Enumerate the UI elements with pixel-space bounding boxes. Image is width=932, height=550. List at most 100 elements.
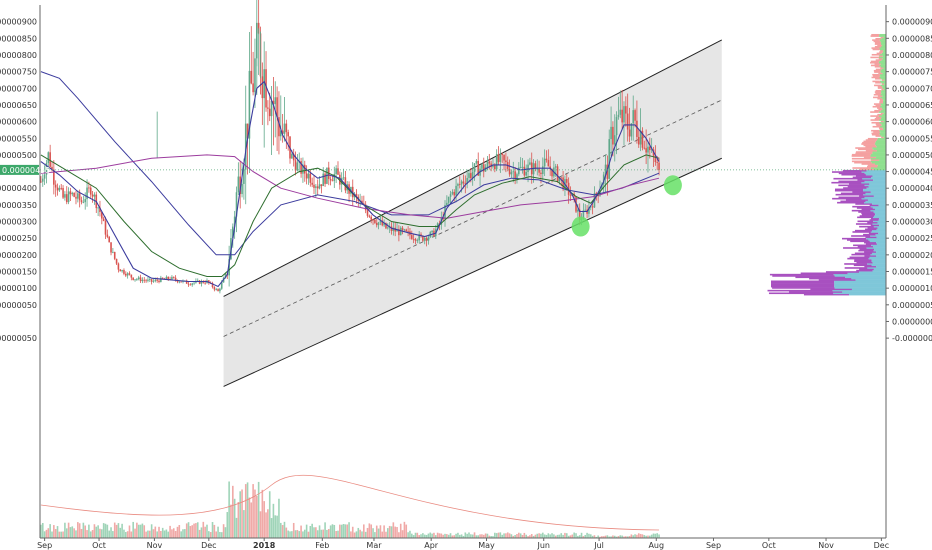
volume-profile-bar bbox=[879, 100, 884, 103]
volume-bar bbox=[200, 527, 203, 538]
volume-profile-bar bbox=[876, 243, 886, 245]
volume-profile-bar bbox=[873, 249, 886, 252]
candle-body bbox=[148, 279, 151, 280]
volume-bar bbox=[379, 525, 382, 538]
candle-body bbox=[283, 123, 286, 134]
volume-profile-bar bbox=[866, 187, 886, 189]
volume-bar bbox=[396, 527, 398, 538]
candle-body bbox=[267, 107, 269, 109]
candle-body bbox=[54, 184, 57, 188]
candle-body bbox=[211, 283, 214, 288]
candle-body bbox=[494, 165, 496, 170]
volume-profile-bar bbox=[871, 260, 886, 263]
candle-body bbox=[112, 251, 114, 253]
volume-profile-bar bbox=[855, 151, 873, 153]
volume-profile-bar bbox=[876, 124, 882, 127]
moving-average-line[interactable] bbox=[40, 154, 660, 219]
channel-lower-line[interactable] bbox=[223, 157, 722, 387]
volume-profile-bar bbox=[858, 211, 874, 213]
volume-profile-bar bbox=[874, 41, 882, 44]
volume-bar bbox=[185, 523, 188, 538]
candle-body bbox=[551, 168, 553, 177]
volume-profile-bar bbox=[882, 44, 886, 47]
volume-profile-bar bbox=[871, 47, 880, 49]
volume-bar bbox=[285, 527, 288, 538]
volume-profile-bar bbox=[870, 235, 886, 237]
volume-profile-bar bbox=[854, 260, 872, 263]
volume-profile-bar bbox=[872, 147, 886, 149]
volume-bar bbox=[320, 529, 323, 538]
volume-profile-bar bbox=[861, 213, 876, 216]
candle-body bbox=[45, 162, 48, 175]
volume-bar bbox=[530, 534, 533, 538]
volume-profile-bar bbox=[867, 221, 878, 224]
candle-body bbox=[243, 169, 245, 184]
volume-profile-bar bbox=[866, 247, 886, 249]
volume-profile-bar bbox=[851, 235, 871, 237]
volume-profile-bar bbox=[883, 128, 886, 131]
volume-bar bbox=[481, 534, 483, 538]
candle-body bbox=[401, 227, 404, 231]
channel-median-line[interactable] bbox=[223, 99, 722, 337]
candle-body bbox=[608, 139, 611, 179]
volume-profile-bar bbox=[851, 277, 886, 280]
candle-body bbox=[150, 279, 153, 282]
volume-profile-bar bbox=[882, 97, 886, 100]
volume-bar bbox=[645, 535, 647, 538]
volume-profile-bar bbox=[872, 223, 886, 225]
volume-bar bbox=[547, 533, 550, 538]
moving-average-line[interactable] bbox=[40, 80, 660, 288]
candle-body bbox=[410, 235, 413, 239]
volume-profile-bar bbox=[882, 87, 886, 89]
volume-bar bbox=[189, 526, 192, 538]
highlight-circle[interactable] bbox=[663, 175, 682, 196]
volume-bar bbox=[388, 525, 391, 538]
candle-body bbox=[619, 109, 622, 115]
volume-profile-bar bbox=[871, 121, 880, 124]
volume-bar bbox=[506, 532, 509, 538]
volume-bar bbox=[580, 532, 583, 538]
volume-bar bbox=[363, 524, 365, 538]
volume-bar bbox=[303, 529, 306, 538]
candle-body bbox=[613, 135, 616, 145]
volume-profile-bar bbox=[833, 177, 863, 180]
volume-profile-bar bbox=[880, 71, 886, 73]
volume-profile-bar bbox=[800, 272, 848, 275]
volume-profile-bar bbox=[876, 139, 886, 141]
volume-profile-bar bbox=[869, 204, 879, 207]
volume-profile-bar bbox=[856, 269, 873, 272]
volume-profile-bar bbox=[852, 191, 871, 193]
volume-profile-bar bbox=[879, 76, 886, 79]
highlight-circle[interactable] bbox=[571, 216, 590, 237]
volume-bar bbox=[626, 536, 629, 538]
candle-body bbox=[486, 161, 489, 168]
candle-body bbox=[554, 166, 557, 168]
volume-bar bbox=[123, 529, 125, 538]
candle-body bbox=[309, 173, 312, 183]
volume-profile-bar bbox=[877, 165, 886, 168]
volume-profile-bar bbox=[870, 224, 880, 227]
candle-body bbox=[106, 234, 109, 237]
volume-profile-bar bbox=[879, 51, 883, 53]
volume-profile-bar bbox=[879, 105, 886, 108]
candle-body bbox=[540, 172, 542, 175]
candle-body bbox=[538, 168, 540, 173]
candle-body bbox=[274, 97, 277, 105]
current-price-badge bbox=[0, 164, 39, 175]
volume-bar bbox=[263, 501, 265, 538]
candle-body bbox=[121, 270, 123, 272]
candle-body bbox=[185, 280, 188, 284]
candle-body bbox=[643, 147, 646, 149]
volume-bar bbox=[241, 489, 243, 538]
volume-profile-bar bbox=[878, 57, 883, 60]
volume-profile-bar bbox=[834, 280, 886, 283]
volume-bar bbox=[414, 532, 417, 538]
volume-profile-bar bbox=[881, 68, 886, 71]
volume-profile-bar bbox=[851, 209, 871, 212]
volume-bar bbox=[187, 522, 190, 538]
volume-bar bbox=[556, 534, 559, 538]
volume-bar bbox=[394, 526, 396, 538]
volume-profile-bar bbox=[872, 175, 886, 177]
